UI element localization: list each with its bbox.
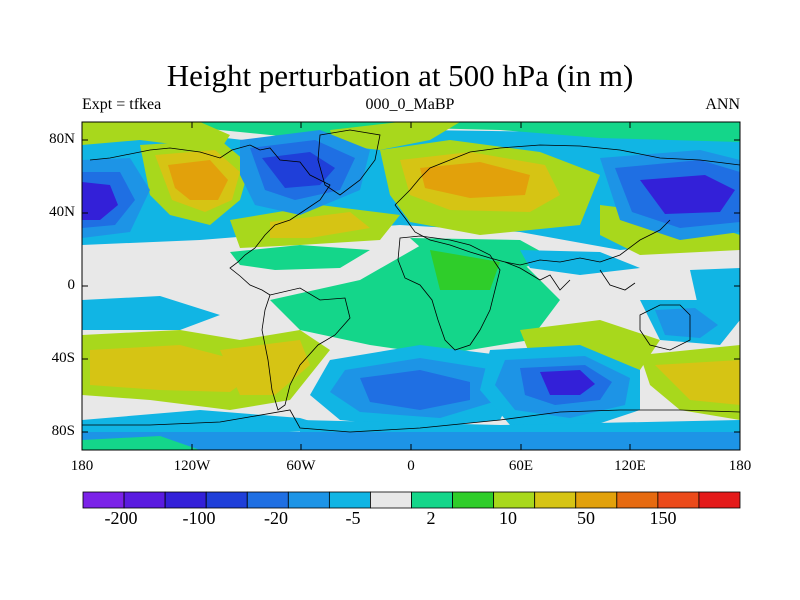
x-tick-label: 120W (173, 458, 211, 474)
colorbar-swatch (616, 491, 659, 509)
colorbar-label: -5 (345, 508, 361, 528)
colorbar-swatch (698, 491, 741, 509)
x-tick-label: 0 (407, 458, 415, 474)
colorbar-swatch (575, 491, 618, 509)
colorbar-swatch (328, 491, 371, 509)
time-label: 000_0_MaBP (365, 96, 455, 113)
colorbar-label: -200 (104, 508, 138, 528)
colorbar-label: 10 (499, 508, 517, 528)
y-tick-label: 40S (51, 350, 75, 366)
colorbar-swatch (493, 491, 536, 509)
colorbar-label: -100 (182, 508, 216, 528)
x-tick-marks (191, 122, 631, 450)
season-label: ANN (705, 96, 740, 113)
contour-field (82, 122, 740, 450)
x-tick-label: 180 (728, 458, 752, 474)
colorbar-label: 150 (649, 508, 677, 528)
y-tick-label: 80S (51, 423, 75, 439)
colorbar-swatch (287, 491, 330, 509)
colorbar-swatch (657, 491, 700, 509)
colorbar-swatch (411, 491, 453, 509)
x-tick-label: 60E (508, 458, 534, 474)
x-tick-label: 120E (614, 458, 646, 474)
coastlines (82, 129, 740, 433)
colorbar-swatch (246, 491, 289, 509)
y-tick-label: 80N (49, 131, 75, 147)
y-tick-label: 0 (67, 277, 76, 293)
colorbar-swatch (164, 491, 207, 509)
colorbar-swatch (82, 491, 125, 509)
colorbar-swatch (534, 491, 577, 509)
y-tick-label: 40N (49, 204, 75, 220)
map-title: Height perturbation at 500 hPa (in m) (166, 58, 634, 93)
colorbar-swatch (452, 491, 495, 509)
colorbar-swatch (205, 491, 248, 509)
x-tick-label: 60W (286, 458, 316, 474)
x-tick-label: 180 (70, 458, 94, 474)
colorbar-swatch (370, 491, 412, 509)
colorbar-label: 2 (426, 508, 436, 528)
y-tick-marks (82, 139, 740, 433)
colorbar-label: 50 (577, 508, 595, 528)
colorbar-swatch (123, 491, 166, 509)
experiment-label: Expt = tfkea (82, 96, 162, 113)
colorbar-label: -20 (264, 508, 288, 528)
colorbar (82, 491, 741, 509)
